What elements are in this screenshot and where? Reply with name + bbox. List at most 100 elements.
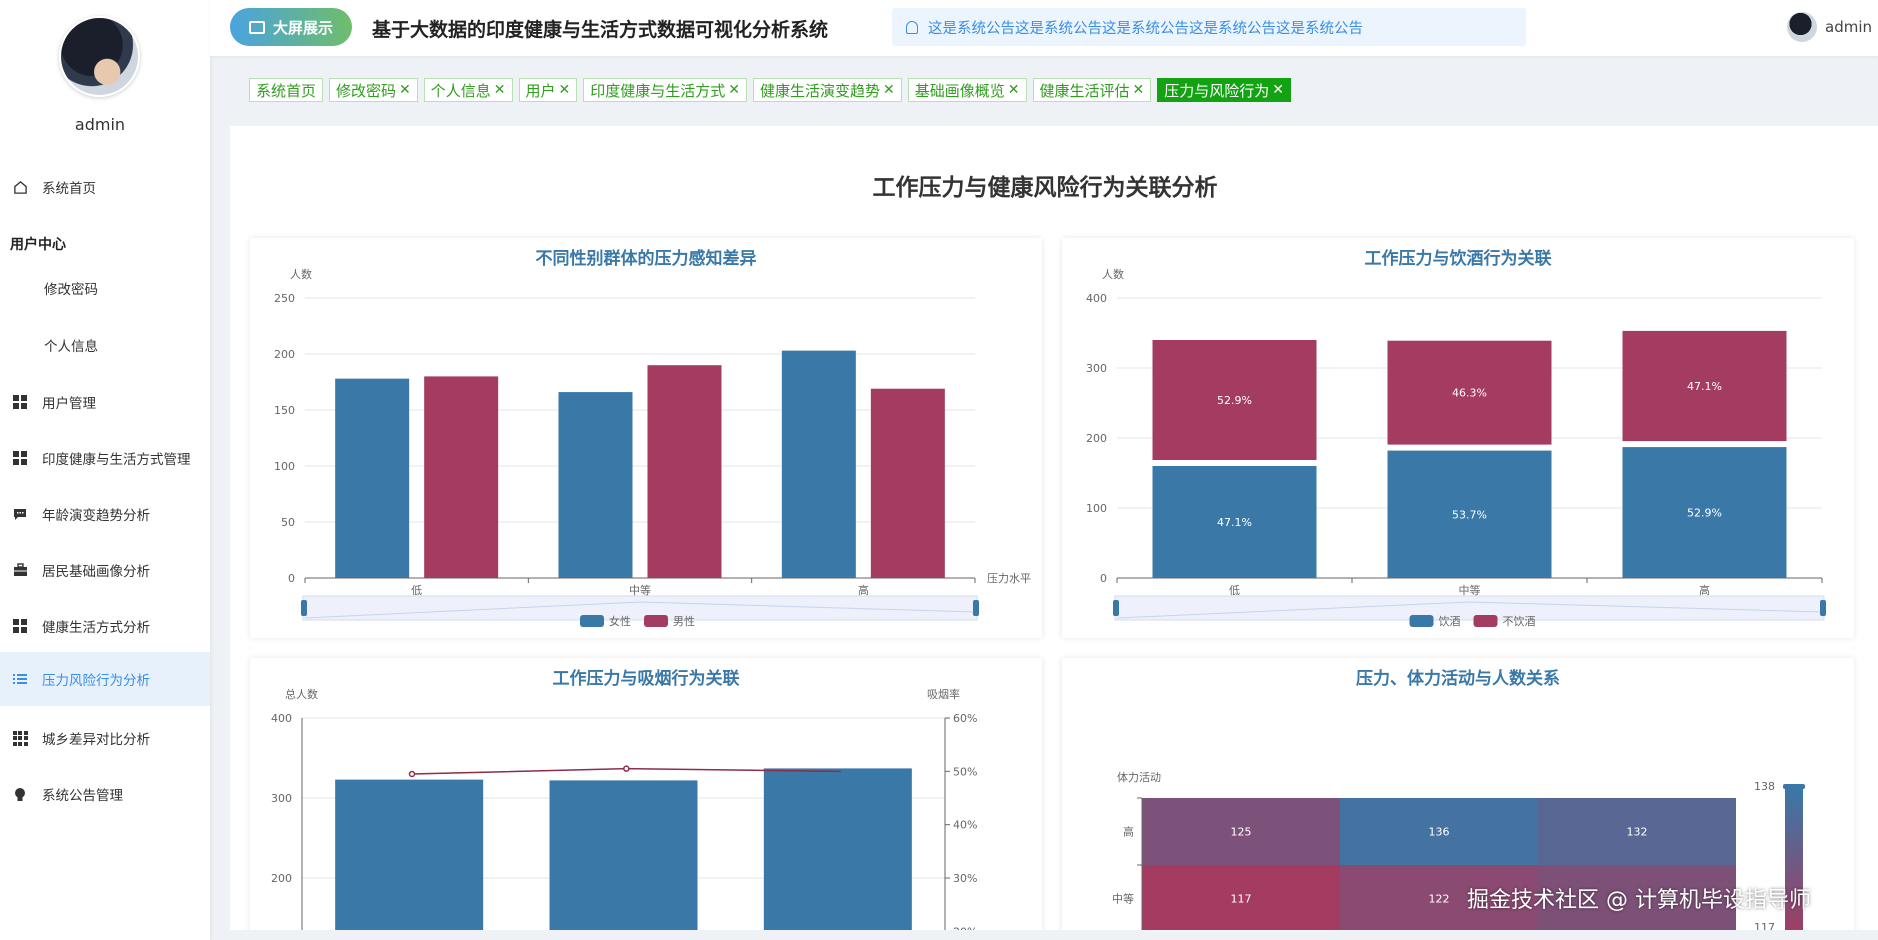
tab-lifestyle[interactable]: 印度健康与生活方式 ✕ (583, 78, 748, 102)
sidebar-item-urban-rural[interactable]: 城乡差异对比分析 (0, 711, 210, 765)
y2-tick-label: 50% (953, 765, 977, 778)
chart-card-smoking: 工作压力与吸烟行为关联 10020030040020%30%40%50%60%总… (250, 658, 1042, 930)
grid-icon (12, 450, 28, 466)
stacked-bar-segment (1387, 340, 1552, 445)
sidebar-item-healthy-lifestyle[interactable]: 健康生活方式分析 (0, 599, 210, 653)
tab-label: 基础画像概览 (914, 81, 1005, 100)
briefcase-icon (12, 562, 28, 578)
tab-assessment[interactable]: 健康生活评估 ✕ (1032, 78, 1152, 102)
tab-user[interactable]: 用户 ✕ (518, 78, 578, 102)
close-icon[interactable]: ✕ (493, 82, 506, 98)
y2-tick-label: 20% (953, 925, 977, 930)
sidebar-item-announcements[interactable]: 系统公告管理 (0, 767, 210, 821)
bell-icon (906, 20, 918, 34)
tab-bar: 系统首页 修改密码 ✕ 个人信息 ✕ 用户 ✕ 印度健康与生活方式 ✕ 健康生活演变趋势… (249, 78, 1297, 102)
heatmap-cell (1142, 798, 1340, 865)
sidebar-item-resident-portrait[interactable]: 居民基础画像分析 (0, 543, 210, 597)
x-tick-label: 中等 (629, 583, 651, 597)
sidebar-item-change-password[interactable]: 修改密码 (0, 261, 210, 315)
sidebar-item-age-trend[interactable]: 年龄演变趋势分析 (0, 487, 210, 541)
bulb-icon (12, 786, 28, 802)
bar-label: 53.7% (1452, 508, 1487, 521)
stacked-bar-segment (1152, 466, 1317, 578)
stacked-bar-segment (1622, 447, 1787, 578)
sidebar-item-lifestyle-management[interactable]: 印度健康与生活方式管理 (0, 431, 210, 485)
close-icon[interactable]: ✕ (1272, 82, 1285, 98)
visual-map-handle-top (1783, 784, 1805, 789)
bar (558, 392, 633, 578)
line-point (623, 765, 630, 772)
close-icon[interactable]: ✕ (1007, 82, 1020, 98)
watermark: 掘金技术社区 @ 计算机毕设指导师 (1467, 888, 1811, 913)
user-avatar[interactable] (59, 16, 140, 97)
sidebar-item-home[interactable]: 系统首页 (0, 160, 210, 214)
close-icon[interactable]: ✕ (399, 82, 411, 98)
datazoom-shadow (1116, 601, 1823, 619)
bar-label: 52.9% (1217, 394, 1252, 407)
legend-swatch (1409, 615, 1434, 627)
legend-label: 男性 (673, 614, 695, 628)
stacked-bar-segment (1387, 450, 1552, 578)
x-tick-label: 低 (411, 584, 422, 597)
sidebar-item-label: 城乡差异对比分析 (42, 732, 150, 748)
sidebar-item-profile[interactable]: 个人信息 (0, 318, 210, 372)
tab-stress-risk[interactable]: 压力与风险行为 ✕ (1157, 78, 1292, 102)
tab-portrait[interactable]: 基础画像概览 ✕ (907, 78, 1027, 102)
system-title: 基于大数据的印度健康与生活方式数据可视化分析系统 (372, 19, 829, 41)
bar (870, 388, 945, 578)
visual-map-min-label: 117 (1754, 921, 1775, 930)
close-icon[interactable]: ✕ (728, 82, 741, 98)
sidebar-username: admin (74, 115, 126, 134)
legend-label: 女性 (609, 614, 631, 628)
bar (335, 779, 484, 930)
close-icon[interactable]: ✕ (1132, 82, 1145, 98)
datazoom-handle-right (973, 600, 979, 616)
header-avatar[interactable] (1787, 12, 1817, 42)
datazoom-slider (302, 595, 978, 621)
datazoom-handle-left (301, 600, 307, 616)
sidebar-item-label: 修改密码 (44, 282, 98, 298)
y-tick-label: 高 (1123, 825, 1134, 839)
close-icon[interactable]: ✕ (883, 82, 895, 98)
y-tick-label: 200 (1086, 432, 1107, 445)
x-tick-label: 中等 (1459, 583, 1481, 597)
top-header: 大屏展示 基于大数据的印度健康与生活方式数据可视化分析系统 这是系统公告这是系统… (210, 0, 1878, 56)
y-tick-label: 300 (1086, 362, 1107, 375)
bar (335, 378, 410, 578)
tab-home[interactable]: 系统首页 (249, 78, 324, 102)
y-tick-label: 400 (1086, 292, 1107, 305)
tab-change-password[interactable]: 修改密码 ✕ (329, 78, 418, 102)
chart-title: 不同性别群体的压力感知差异 (535, 249, 757, 269)
heatmap-cell-label: 136 (1429, 826, 1450, 839)
announcement-bar[interactable]: 这是系统公告这是系统公告这是系统公告这是系统公告这是系统公告 (892, 8, 1526, 46)
tab-label: 健康生活评估 (1039, 81, 1130, 100)
bar (781, 350, 856, 578)
chart-title: 工作压力与吸烟行为关联 (552, 669, 740, 689)
tab-label: 个人信息 (430, 81, 491, 100)
datazoom-handle-left (1113, 600, 1119, 616)
datazoom-handle-right (1820, 600, 1826, 616)
bar (647, 365, 722, 578)
y-axis-title: 总人数 (285, 687, 318, 701)
x-tick-label: 低 (1229, 584, 1240, 597)
legend-label: 不饮酒 (1503, 615, 1536, 628)
header-username[interactable]: admin (1825, 18, 1872, 36)
tab-label: 印度健康与生活方式 (590, 81, 726, 100)
sidebar-item-label: 系统公告管理 (42, 788, 123, 804)
tab-trend[interactable]: 健康生活演变趋势 ✕ (753, 78, 902, 102)
datazoom-slider (1114, 595, 1825, 621)
heatmap-cell-label: 122 (1429, 893, 1450, 906)
sidebar-item-user-management[interactable]: 用户管理 (0, 375, 210, 429)
sidebar-item-stress-risk[interactable]: 压力风险行为分析 (0, 652, 210, 706)
monitor-icon (248, 20, 265, 34)
close-icon[interactable]: ✕ (558, 82, 571, 98)
y-tick-label: 100 (274, 460, 295, 473)
heatmap-cell (1538, 798, 1736, 865)
tab-profile[interactable]: 个人信息 ✕ (423, 78, 513, 102)
bigscreen-button[interactable]: 大屏展示 (230, 8, 352, 46)
chart-title: 压力、体力活动与人数关系 (1356, 669, 1560, 689)
sidebar-item-label: 年龄演变趋势分析 (42, 508, 150, 524)
sidebar-item-label: 居民基础画像分析 (42, 564, 150, 580)
